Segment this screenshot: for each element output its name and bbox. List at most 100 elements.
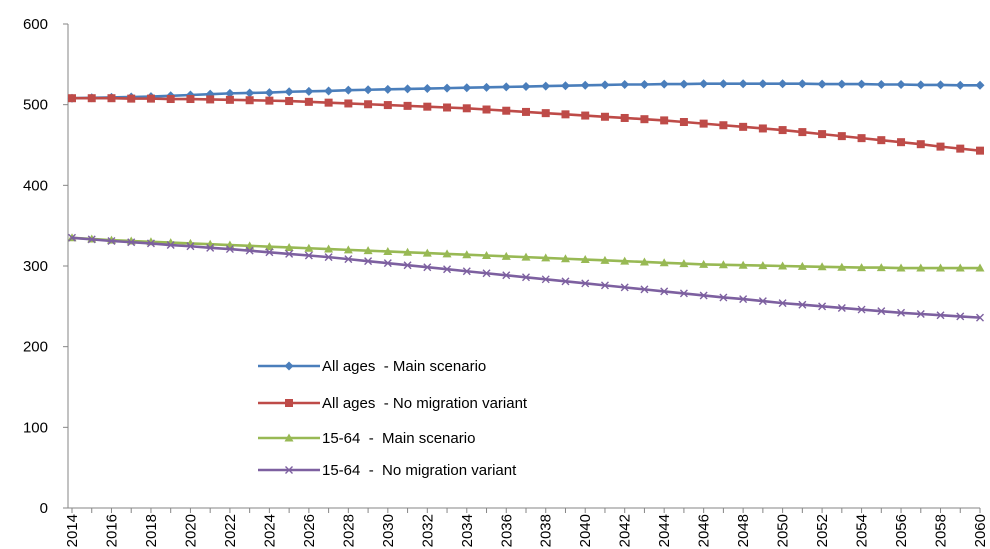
x-tick-label: 2018 [143,514,160,547]
data-point [817,79,827,89]
data-point [423,263,432,272]
data-point [738,79,748,89]
data-point [798,300,807,309]
data-point [501,251,511,260]
legend-item: All ages - Main scenario [258,358,486,375]
data-point [403,84,413,94]
data-point [324,244,334,253]
data-point [264,88,274,98]
data-point [245,246,254,255]
data-point [561,110,570,119]
data-point [739,295,748,304]
legend-label: 15-64 - No migration variant [322,462,517,479]
data-point [166,95,175,104]
data-point [580,255,590,264]
x-tick-label: 2052 [814,514,831,547]
data-point [324,98,333,107]
x-tick-label: 2016 [103,514,120,547]
data-point [857,263,867,272]
data-point [403,247,413,256]
data-point [956,312,965,321]
data-point [876,263,886,272]
data-point [284,433,294,442]
x-tick-label: 2014 [64,514,81,547]
data-point [600,80,610,90]
data-point [936,142,945,151]
data-point [916,140,925,149]
data-point [719,293,728,302]
data-point [482,82,492,92]
y-tick-label: 0 [40,500,48,517]
x-tick-label: 2054 [854,514,871,547]
data-point [600,255,610,264]
series-2 [68,94,984,155]
x-tick-label: 2022 [222,514,239,547]
data-point [343,85,353,95]
data-point [127,238,136,247]
data-point [778,79,788,89]
data-point [778,126,787,135]
data-point [442,83,452,93]
data-point [660,116,669,125]
data-point [541,81,551,91]
data-point [837,132,846,141]
data-point [245,241,255,250]
x-tick-label: 2028 [340,514,357,547]
data-point [502,106,511,115]
data-point [876,80,886,89]
data-point [620,80,630,89]
data-point [264,242,274,251]
data-point [423,102,432,111]
data-point [679,79,689,89]
data-point [107,236,116,245]
data-point [897,308,906,317]
data-point [660,287,669,296]
x-tick-label: 2026 [301,514,318,547]
data-point [738,260,748,269]
data-point [324,253,333,262]
data-point [718,260,728,269]
data-point [975,80,985,90]
data-point [284,242,294,251]
series-3 [67,233,985,272]
data-point [955,263,965,272]
data-point [482,269,491,278]
data-point [186,95,195,104]
data-point [975,263,985,272]
data-point [758,79,768,89]
legend-item: 15-64 - No migration variant [258,462,517,479]
data-point [936,311,945,320]
data-point [482,251,492,260]
data-point [521,252,531,261]
data-point [68,94,76,103]
x-tick-label: 2046 [696,514,713,547]
data-point [561,277,570,286]
data-point [679,289,688,298]
data-point [344,99,353,108]
data-point [343,245,353,254]
data-point [699,79,709,89]
data-point [364,100,373,109]
data-point [936,80,946,90]
data-point [639,80,649,89]
data-point [383,84,393,94]
data-point [857,79,867,89]
data-point [107,94,116,103]
data-point [206,243,215,252]
data-point [285,466,293,474]
data-point [443,103,452,112]
data-point [659,79,669,89]
x-tick-label: 2042 [617,514,634,547]
data-point [560,81,570,91]
data-point [581,111,590,120]
data-point [956,144,965,153]
data-point [857,305,866,314]
data-point [817,262,827,271]
data-point [699,119,708,128]
y-tick-label: 400 [23,177,48,194]
data-point [797,79,807,89]
data-point [521,82,531,92]
data-point [501,82,511,92]
legend-label: All ages - No migration variant [322,395,528,412]
x-tick-label: 2038 [538,514,555,547]
